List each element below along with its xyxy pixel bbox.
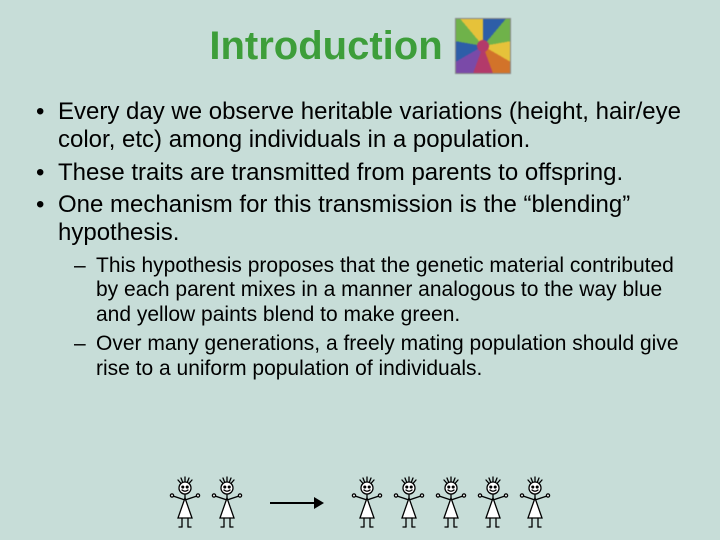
sub-bullet-text: This hypothesis proposes that the geneti… — [96, 254, 674, 327]
stick-figure-icon — [166, 474, 204, 530]
figures-row — [0, 474, 720, 530]
bullet-text: These traits are transmitted from parent… — [58, 159, 623, 186]
stick-figure-icon — [474, 474, 512, 530]
stick-figure-icon — [390, 474, 428, 530]
sub-bullet-item: This hypothesis proposes that the geneti… — [74, 254, 690, 328]
figures-left-group — [166, 474, 246, 530]
sub-bullet-list: This hypothesis proposes that the geneti… — [30, 254, 690, 382]
bullet-item: These traits are transmitted from parent… — [30, 159, 690, 187]
stick-figure-icon — [516, 474, 554, 530]
bullet-text: Every day we observe heritable variation… — [58, 98, 681, 153]
bullet-text: One mechanism for this transmission is t… — [58, 191, 630, 246]
stick-figure-icon — [432, 474, 470, 530]
sub-bullet-item: Over many generations, a freely mating p… — [74, 332, 690, 382]
stick-figure-icon — [348, 474, 386, 530]
content-area: Every day we observe heritable variation… — [0, 74, 720, 381]
swirl-image — [455, 18, 511, 74]
arrow-icon — [270, 494, 324, 512]
bullet-item: Every day we observe heritable variation… — [30, 98, 690, 155]
bullet-item: One mechanism for this transmission is t… — [30, 191, 690, 248]
sub-bullet-text: Over many generations, a freely mating p… — [96, 332, 679, 380]
title-row: Introduction — [0, 0, 720, 74]
figures-right-group — [348, 474, 554, 530]
slide-title: Introduction — [209, 24, 442, 69]
bullet-list: Every day we observe heritable variation… — [30, 98, 690, 248]
stick-figure-icon — [208, 474, 246, 530]
